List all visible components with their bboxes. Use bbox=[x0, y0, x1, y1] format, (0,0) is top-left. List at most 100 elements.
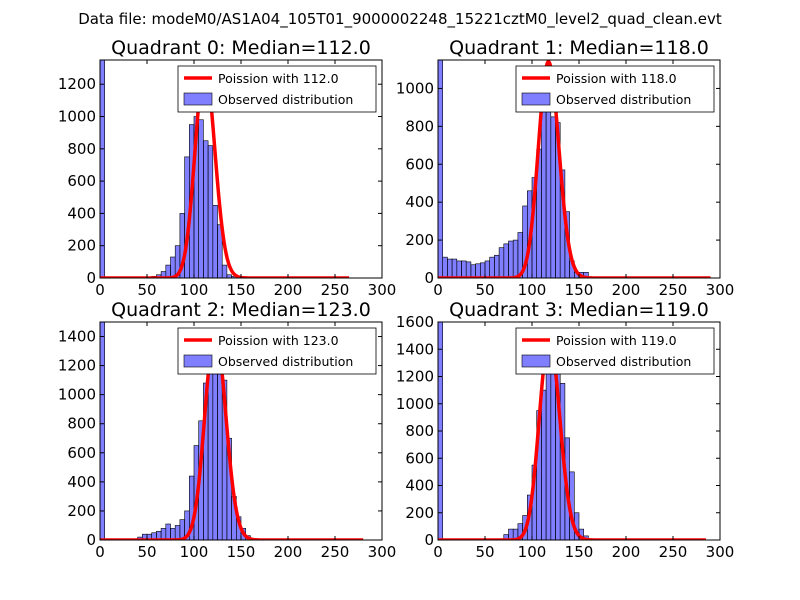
legend-hist-swatch bbox=[183, 92, 213, 106]
quadrant-0-panel: Quadrant 0: Median=112.0 0 50 100 150 200 250 3… bbox=[58, 37, 397, 299]
histogram-bar bbox=[494, 254, 500, 278]
y-tick-label: 800 bbox=[405, 422, 434, 440]
y-tick-label: 0 bbox=[86, 269, 96, 287]
histogram-bar bbox=[207, 145, 214, 278]
legend: Poission with 123.0 Observed distribution bbox=[177, 327, 377, 375]
histogram-bar bbox=[442, 256, 448, 278]
x-tick-label: 300 bbox=[706, 543, 735, 561]
y-tick-label: 1200 bbox=[396, 368, 434, 386]
histogram-bar bbox=[479, 262, 486, 278]
histogram-bar bbox=[456, 260, 462, 278]
x-tick-label: 50 bbox=[475, 281, 494, 299]
y-tick-label: 200 bbox=[405, 504, 434, 522]
histogram-bar bbox=[550, 116, 556, 278]
histogram-bar bbox=[475, 263, 481, 278]
legend: Poission with 112.0 Observed distribution bbox=[177, 65, 377, 113]
histogram-bar bbox=[461, 260, 467, 278]
legend-hist-swatch bbox=[521, 92, 551, 106]
y-tick-label: 600 bbox=[67, 444, 96, 462]
histogram-bar bbox=[438, 60, 443, 278]
poisson-curve bbox=[438, 336, 706, 540]
legend-hist-swatch bbox=[521, 354, 551, 368]
x-tick-label: 150 bbox=[565, 281, 594, 299]
legend-poisson-label: Poission with 123.0 bbox=[218, 333, 339, 348]
x-tick-label: 0 bbox=[95, 281, 105, 299]
y-tick-label: 400 bbox=[67, 204, 96, 222]
x-tick-label: 50 bbox=[475, 543, 494, 561]
histogram-bar bbox=[207, 372, 214, 540]
legend-hist-label: Observed distribution bbox=[218, 354, 353, 369]
y-tick-label: 400 bbox=[67, 473, 96, 491]
y-tick-label: 1200 bbox=[58, 357, 96, 375]
y-tick-label: 0 bbox=[86, 531, 96, 549]
x-tick-label: 200 bbox=[612, 281, 641, 299]
quadrant-3-title: Quadrant 3: Median=119.0 bbox=[449, 299, 709, 321]
histogram-bar bbox=[221, 264, 228, 278]
x-tick-label: 150 bbox=[227, 543, 256, 561]
y-tick-label: 400 bbox=[405, 193, 434, 211]
x-tick-label: 50 bbox=[137, 543, 156, 561]
x-tick-label: 0 bbox=[433, 543, 443, 561]
x-tick-label: 300 bbox=[706, 281, 735, 299]
x-tick-label: 250 bbox=[321, 543, 350, 561]
histogram-bar bbox=[489, 256, 495, 278]
x-tick-label: 100 bbox=[518, 281, 547, 299]
histogram-bar bbox=[541, 389, 547, 540]
histogram-bar bbox=[100, 322, 105, 540]
x-tick-label: 200 bbox=[274, 281, 303, 299]
y-tick-label: 200 bbox=[67, 237, 96, 255]
legend-poisson-label: Poission with 112.0 bbox=[218, 71, 339, 86]
legend-poisson-label: Poission with 119.0 bbox=[556, 333, 677, 348]
histogram-bar bbox=[212, 205, 218, 278]
legend-poisson-label: Poission with 118.0 bbox=[556, 71, 677, 86]
x-tick-label: 100 bbox=[180, 281, 209, 299]
x-tick-label: 100 bbox=[518, 543, 547, 561]
x-tick-label: 200 bbox=[612, 543, 641, 561]
poisson-curve bbox=[438, 60, 711, 278]
histogram-bar bbox=[583, 272, 589, 278]
histogram-bar bbox=[451, 258, 458, 278]
legend-hist-label: Observed distribution bbox=[556, 92, 691, 107]
histogram-bar bbox=[508, 240, 514, 278]
y-tick-label: 200 bbox=[405, 231, 434, 249]
legend-hist-swatch bbox=[183, 354, 213, 368]
y-tick-label: 800 bbox=[405, 117, 434, 135]
y-tick-label: 800 bbox=[67, 415, 96, 433]
y-tick-label: 400 bbox=[405, 477, 434, 495]
quadrant-1-panel: Quadrant 1: Median=118.0 0 50 100 150 200 250 3… bbox=[396, 37, 735, 299]
y-tick-label: 1400 bbox=[396, 340, 434, 358]
legend: Poission with 119.0 Observed distribution bbox=[515, 327, 715, 375]
histogram-bars bbox=[100, 322, 251, 540]
quadrant-2-title: Quadrant 2: Median=123.0 bbox=[111, 299, 371, 321]
x-tick-label: 100 bbox=[180, 543, 209, 561]
x-tick-label: 250 bbox=[659, 281, 688, 299]
x-tick-label: 50 bbox=[137, 281, 156, 299]
histogram-bar bbox=[203, 140, 209, 278]
histogram-bar bbox=[447, 258, 453, 278]
y-tick-label: 600 bbox=[405, 155, 434, 173]
poisson-curve bbox=[100, 330, 364, 540]
poisson-curve bbox=[100, 66, 350, 278]
x-tick-label: 250 bbox=[321, 281, 350, 299]
histogram-bar bbox=[465, 261, 472, 278]
x-tick-label: 200 bbox=[274, 543, 303, 561]
histogram-bar bbox=[512, 239, 519, 278]
histogram-bar bbox=[498, 247, 505, 278]
y-tick-label: 600 bbox=[67, 172, 96, 190]
y-tick-label: 1000 bbox=[396, 79, 434, 97]
x-tick-label: 300 bbox=[368, 281, 397, 299]
legend: Poission with 118.0 Observed distribution bbox=[515, 65, 715, 113]
x-tick-label: 0 bbox=[433, 281, 443, 299]
y-tick-label: 0 bbox=[424, 531, 434, 549]
quadrant-1-title: Quadrant 1: Median=118.0 bbox=[449, 37, 709, 59]
legend-hist-label: Observed distribution bbox=[556, 354, 691, 369]
histogram-bar bbox=[503, 243, 509, 278]
histogram-bar bbox=[165, 523, 171, 540]
histogram-bar bbox=[484, 260, 490, 278]
histogram-bar bbox=[198, 119, 204, 278]
x-tick-label: 250 bbox=[659, 543, 688, 561]
y-tick-label: 1000 bbox=[58, 108, 96, 126]
quadrant-2-panel: Quadrant 2: Median=123.0 0 50 100 150 200 250 3… bbox=[58, 299, 397, 561]
y-tick-label: 0 bbox=[424, 269, 434, 287]
